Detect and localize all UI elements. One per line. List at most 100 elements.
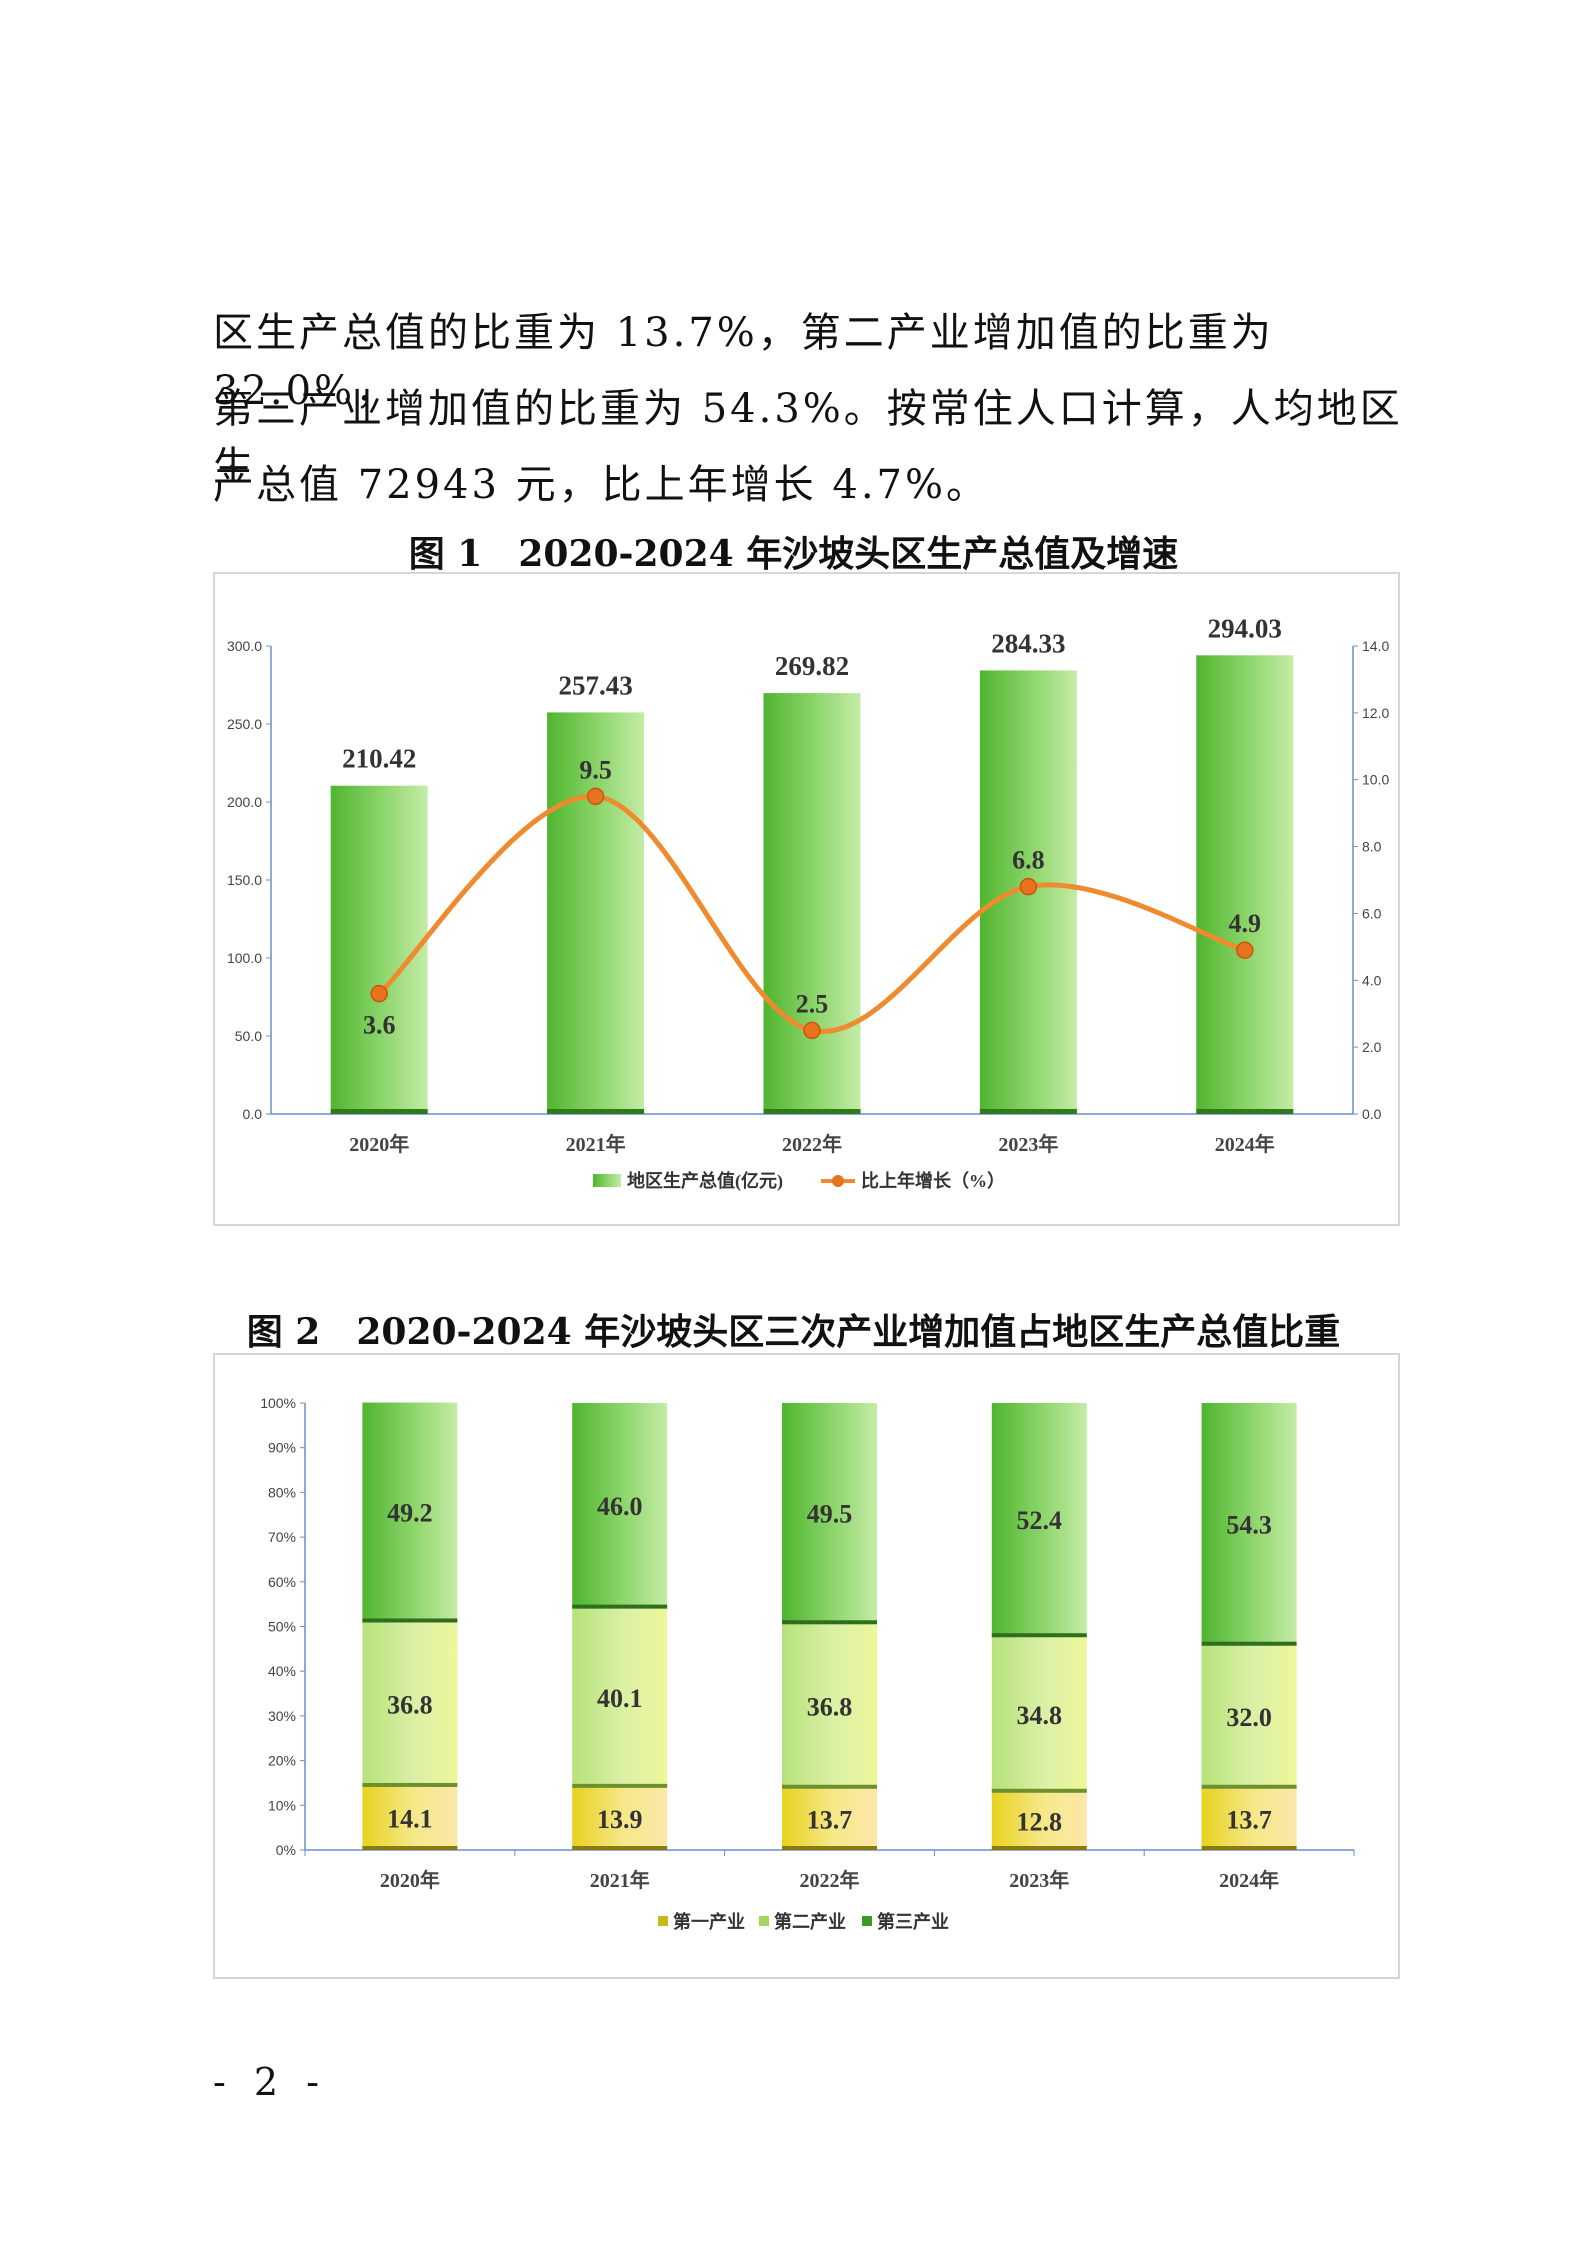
share-segment-edge [1201, 1846, 1297, 1850]
growth-point [1236, 941, 1254, 959]
y2-tick-label: 2.0 [1362, 1039, 1382, 1055]
legend-label: 第一产业 [673, 1911, 745, 1932]
y-tick-label: 30% [268, 1708, 296, 1724]
gdp-bar [1196, 655, 1294, 1114]
share-label: 54.3 [1226, 1510, 1272, 1539]
share-label: 13.7 [1226, 1805, 1272, 1834]
share-segment-edge [991, 1633, 1087, 1638]
share-label: 32.0 [1226, 1703, 1272, 1732]
body-text-line-2: 第三产业增加值的比重为 54.3%。按常住人口计算，人均地区生 [213, 386, 1403, 490]
growth-point [1019, 877, 1038, 896]
y-tick-label: 80% [268, 1484, 296, 1500]
legend-gdp-label: 地区生产总值(亿元) [627, 1170, 783, 1192]
y-tick-label: 90% [268, 1440, 296, 1456]
legend-label: 第三产业 [877, 1911, 949, 1932]
figure-1-chart: 0.0 50.0 100.0 150.0 200.0 250.0 300.0 0.0 2.0 4.… [213, 572, 1400, 1226]
gdp-bar-label: 210.42 [342, 744, 416, 774]
y-tick-label: 40% [268, 1663, 296, 1679]
legend-growth-marker [832, 1175, 844, 1187]
share-segment [1201, 1788, 1297, 1850]
x-tick-label: 2022年 [782, 1132, 842, 1156]
share-segment [572, 1608, 668, 1788]
share-label: 34.8 [1017, 1701, 1063, 1730]
share-label: 14.1 [387, 1804, 433, 1833]
share-segment-edge [782, 1846, 877, 1850]
growth-label: 4.9 [1229, 909, 1262, 938]
gdp-bar-label: 257.43 [558, 670, 632, 700]
x-tick-label: 2023年 [1009, 1868, 1069, 1892]
share-segment [572, 1787, 668, 1850]
legend-swatch [658, 1916, 668, 1926]
share-segment [1201, 1645, 1297, 1789]
share-segment [782, 1403, 877, 1625]
share-segment-edge [572, 1846, 668, 1850]
share-label: 13.7 [807, 1805, 853, 1834]
legend-gdp-swatch [593, 1174, 621, 1187]
gdp-bar-base [979, 1109, 1077, 1114]
share-label: 36.8 [387, 1691, 433, 1720]
share-segment [362, 1786, 458, 1850]
gdp-bar [547, 712, 645, 1114]
share-label: 36.8 [807, 1693, 853, 1722]
share-segment [991, 1403, 1087, 1638]
gdp-bar-label: 269.82 [775, 651, 849, 681]
gdp-bar [330, 785, 428, 1114]
share-segment [782, 1624, 877, 1789]
y-tick-label: 100% [260, 1395, 296, 1411]
growth-label: 2.5 [796, 989, 829, 1018]
share-segment [991, 1637, 1087, 1793]
x-tick-label: 2021年 [566, 1132, 626, 1156]
share-segment-edge [991, 1788, 1087, 1793]
legend-label: 第二产业 [774, 1911, 846, 1932]
growth-label: 3.6 [363, 1011, 396, 1040]
y-tick-label: 100.0 [227, 950, 262, 966]
growth-line [377, 793, 1246, 1034]
gdp-bar [763, 693, 861, 1114]
y2-tick-label: 14.0 [1362, 638, 1389, 654]
share-label: 49.2 [387, 1499, 433, 1528]
share-segment-edge [572, 1604, 668, 1609]
figure-2-title: 图 2 2020-2024 年沙坡头区三次产业增加值占地区生产总值比重 [246, 1311, 1341, 1353]
industry-share-chart-svg: 0% 10% 20% 30% 40% 50% 60% 70% 80% 90% 100% 14.1 36.… [260, 1395, 1355, 1932]
x-tick-label: 2023年 [998, 1132, 1058, 1156]
share-label: 40.1 [597, 1684, 643, 1713]
gdp-bar-label: 284.33 [991, 628, 1065, 658]
share-label: 13.9 [597, 1805, 643, 1834]
share-segment-edge [572, 1783, 668, 1788]
share-segment-edge [362, 1846, 458, 1850]
growth-label: 6.8 [1012, 846, 1045, 875]
y2-tick-label: 12.0 [1362, 705, 1389, 721]
x-tick-label: 2020年 [349, 1132, 409, 1156]
share-label: 49.5 [807, 1500, 853, 1529]
y-tick-label: 300.0 [227, 638, 262, 654]
y2-tick-label: 6.0 [1362, 905, 1382, 921]
share-segment-edge [362, 1618, 458, 1623]
share-segment [991, 1792, 1087, 1850]
body-text-line-3: 产总值 72943 元，比上年增长 4.7%。 [213, 462, 990, 508]
y2-tick-label: 8.0 [1362, 839, 1382, 855]
x-tick-label: 2020年 [380, 1868, 440, 1892]
y-tick-label: 70% [268, 1529, 296, 1545]
legend-swatch [862, 1916, 872, 1926]
y-tick-label: 10% [268, 1797, 296, 1813]
growth-point [803, 1021, 821, 1040]
gdp-bar-base [547, 1109, 645, 1114]
y-tick-label: 150.0 [227, 872, 262, 888]
growth-label: 9.5 [579, 755, 612, 784]
share-segment-edge [782, 1784, 877, 1789]
share-segment-edge [1201, 1784, 1297, 1789]
share-segment [572, 1403, 668, 1609]
x-tick-label: 2022年 [800, 1868, 860, 1892]
page-number: - 2 - [213, 2060, 328, 2104]
gdp-bar-label: 294.03 [1208, 613, 1282, 643]
share-label: 46.0 [597, 1492, 643, 1521]
x-tick-label: 2021年 [590, 1868, 650, 1892]
y-tick-label: 0% [276, 1842, 296, 1858]
share-segment [1201, 1403, 1297, 1646]
share-segment [362, 1402, 458, 1623]
y-tick-label: 60% [268, 1574, 296, 1590]
y2-tick-label: 10.0 [1362, 772, 1389, 788]
share-segment-edge [1201, 1641, 1297, 1646]
y-tick-label: 0.0 [243, 1106, 263, 1122]
gdp-bar-base [330, 1109, 428, 1114]
